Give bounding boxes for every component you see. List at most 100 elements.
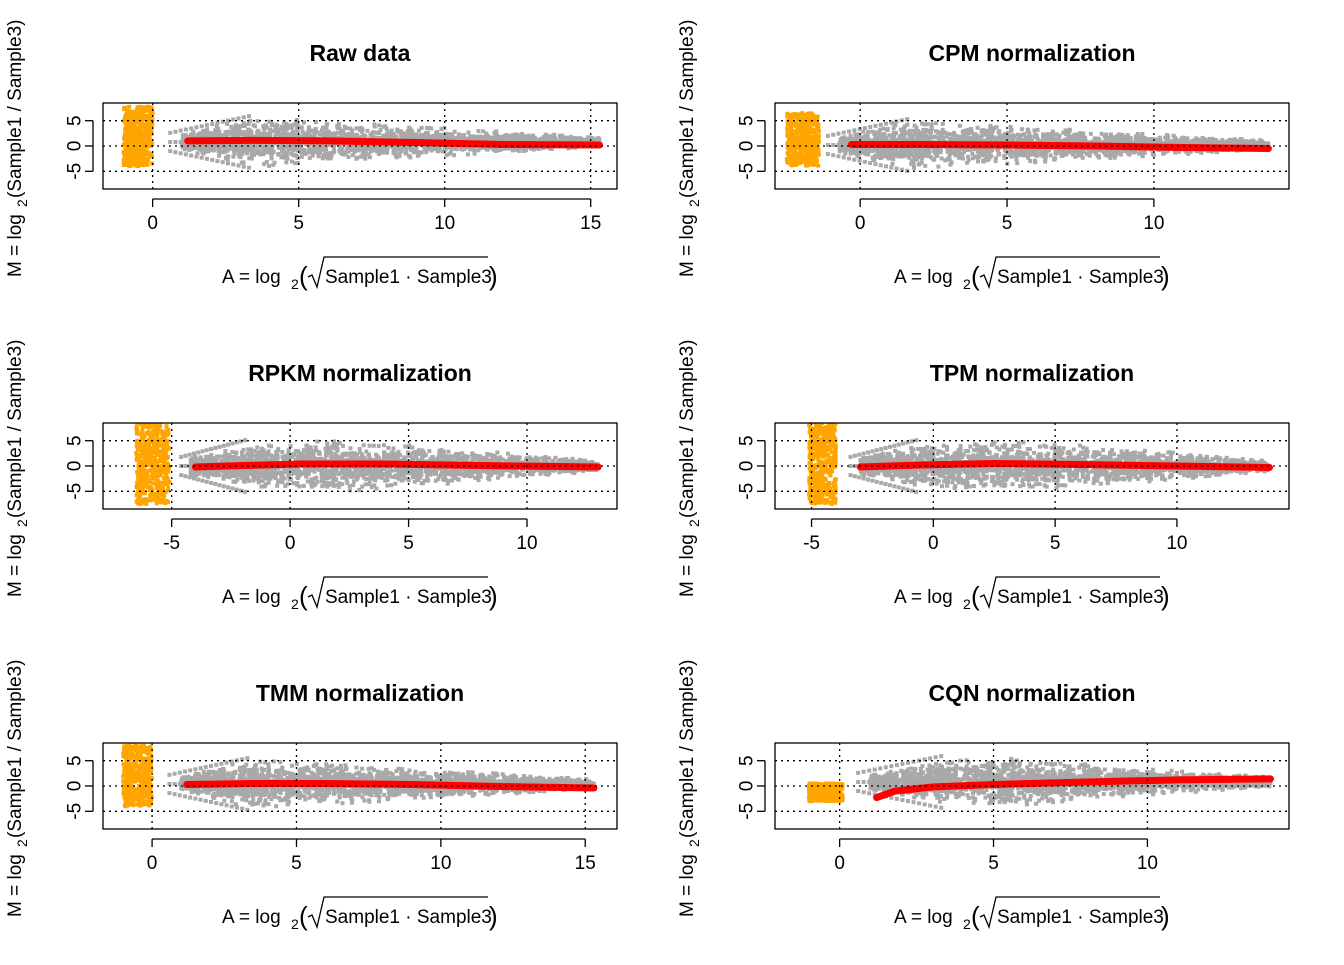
- data-point: [929, 122, 933, 126]
- data-point: [266, 145, 270, 149]
- data-point: [989, 127, 993, 131]
- zero-count-point: [138, 105, 142, 109]
- data-point: [242, 115, 246, 119]
- data-point: [1020, 133, 1024, 137]
- zero-count-point: [145, 127, 149, 131]
- data-point: [924, 129, 928, 133]
- data-point: [372, 148, 376, 152]
- data-point: [1118, 151, 1122, 155]
- data-point: [293, 161, 297, 165]
- data-point: [836, 132, 840, 136]
- zero-count-point: [123, 144, 127, 148]
- data-point: [975, 137, 979, 141]
- data-point: [514, 148, 518, 152]
- data-point: [895, 167, 899, 171]
- zero-count-point: [129, 125, 133, 129]
- data-point: [429, 148, 433, 152]
- data-point: [490, 136, 494, 140]
- data-point: [226, 161, 230, 165]
- data-point: [325, 122, 329, 126]
- data-point: [276, 153, 280, 157]
- data-point: [1211, 137, 1215, 141]
- data-point: [242, 160, 246, 164]
- data-point: [391, 132, 395, 136]
- data-point: [535, 138, 539, 142]
- zero-count-point: [137, 137, 141, 141]
- data-point: [1044, 156, 1048, 160]
- data-point: [976, 126, 980, 130]
- data-point: [1032, 128, 1036, 132]
- data-point: [168, 149, 172, 153]
- data-point: [887, 133, 891, 137]
- data-point: [336, 131, 340, 135]
- data-point: [323, 149, 327, 153]
- data-point: [1067, 130, 1071, 134]
- data-point: [878, 128, 882, 132]
- data-point: [945, 133, 949, 137]
- data-point: [189, 126, 193, 130]
- data-point: [1152, 153, 1156, 157]
- data-point: [884, 122, 888, 126]
- data-point: [217, 149, 221, 153]
- data-point: [1081, 131, 1085, 135]
- data-point: [226, 157, 230, 161]
- data-point: [1051, 130, 1055, 134]
- data-point: [1026, 128, 1030, 132]
- data-point: [937, 136, 941, 140]
- data-point: [986, 158, 990, 162]
- data-point: [936, 165, 940, 169]
- data-point: [351, 153, 355, 157]
- data-point: [831, 133, 835, 137]
- data-point: [1104, 134, 1108, 138]
- zero-count-point: [124, 161, 128, 165]
- data-point: [1104, 149, 1108, 153]
- data-point: [179, 129, 183, 133]
- data-point: [1079, 153, 1083, 157]
- data-point: [868, 161, 872, 165]
- data-point: [1089, 132, 1093, 136]
- data-point: [439, 127, 443, 131]
- data-point: [866, 130, 870, 134]
- data-point: [1141, 154, 1145, 158]
- data-point: [946, 157, 950, 161]
- data-point: [336, 124, 340, 128]
- y-label-subscript: 2: [14, 199, 30, 207]
- data-point: [348, 148, 352, 152]
- data-point: [416, 154, 420, 158]
- data-point: [231, 117, 235, 121]
- data-point: [412, 150, 416, 154]
- data-point: [982, 160, 986, 164]
- data-point: [208, 131, 212, 135]
- data-point: [1061, 131, 1065, 135]
- data-point: [200, 156, 204, 160]
- data-point: [1057, 134, 1061, 138]
- data-point: [377, 152, 381, 156]
- data-point: [970, 137, 974, 141]
- data-point: [856, 132, 860, 136]
- data-point: [399, 149, 403, 153]
- data-point: [1061, 154, 1065, 158]
- data-point: [309, 150, 313, 154]
- zero-count-point: [141, 161, 145, 165]
- data-point: [934, 151, 938, 155]
- zero-count-point: [143, 157, 147, 161]
- data-point: [225, 131, 229, 135]
- data-point: [179, 140, 183, 144]
- data-point: [461, 148, 465, 152]
- data-point: [1146, 140, 1150, 144]
- data-point: [849, 152, 853, 156]
- data-point: [552, 133, 556, 137]
- data-point: [307, 125, 311, 129]
- data-point: [890, 162, 894, 166]
- zero-count-point: [145, 138, 149, 142]
- zero-count-point: [133, 115, 137, 119]
- data-point: [221, 160, 225, 164]
- data-point: [300, 155, 304, 159]
- data-point: [525, 134, 529, 138]
- data-point: [842, 131, 846, 135]
- data-point: [212, 148, 216, 152]
- zero-count-point: [122, 137, 126, 141]
- data-point: [233, 147, 237, 151]
